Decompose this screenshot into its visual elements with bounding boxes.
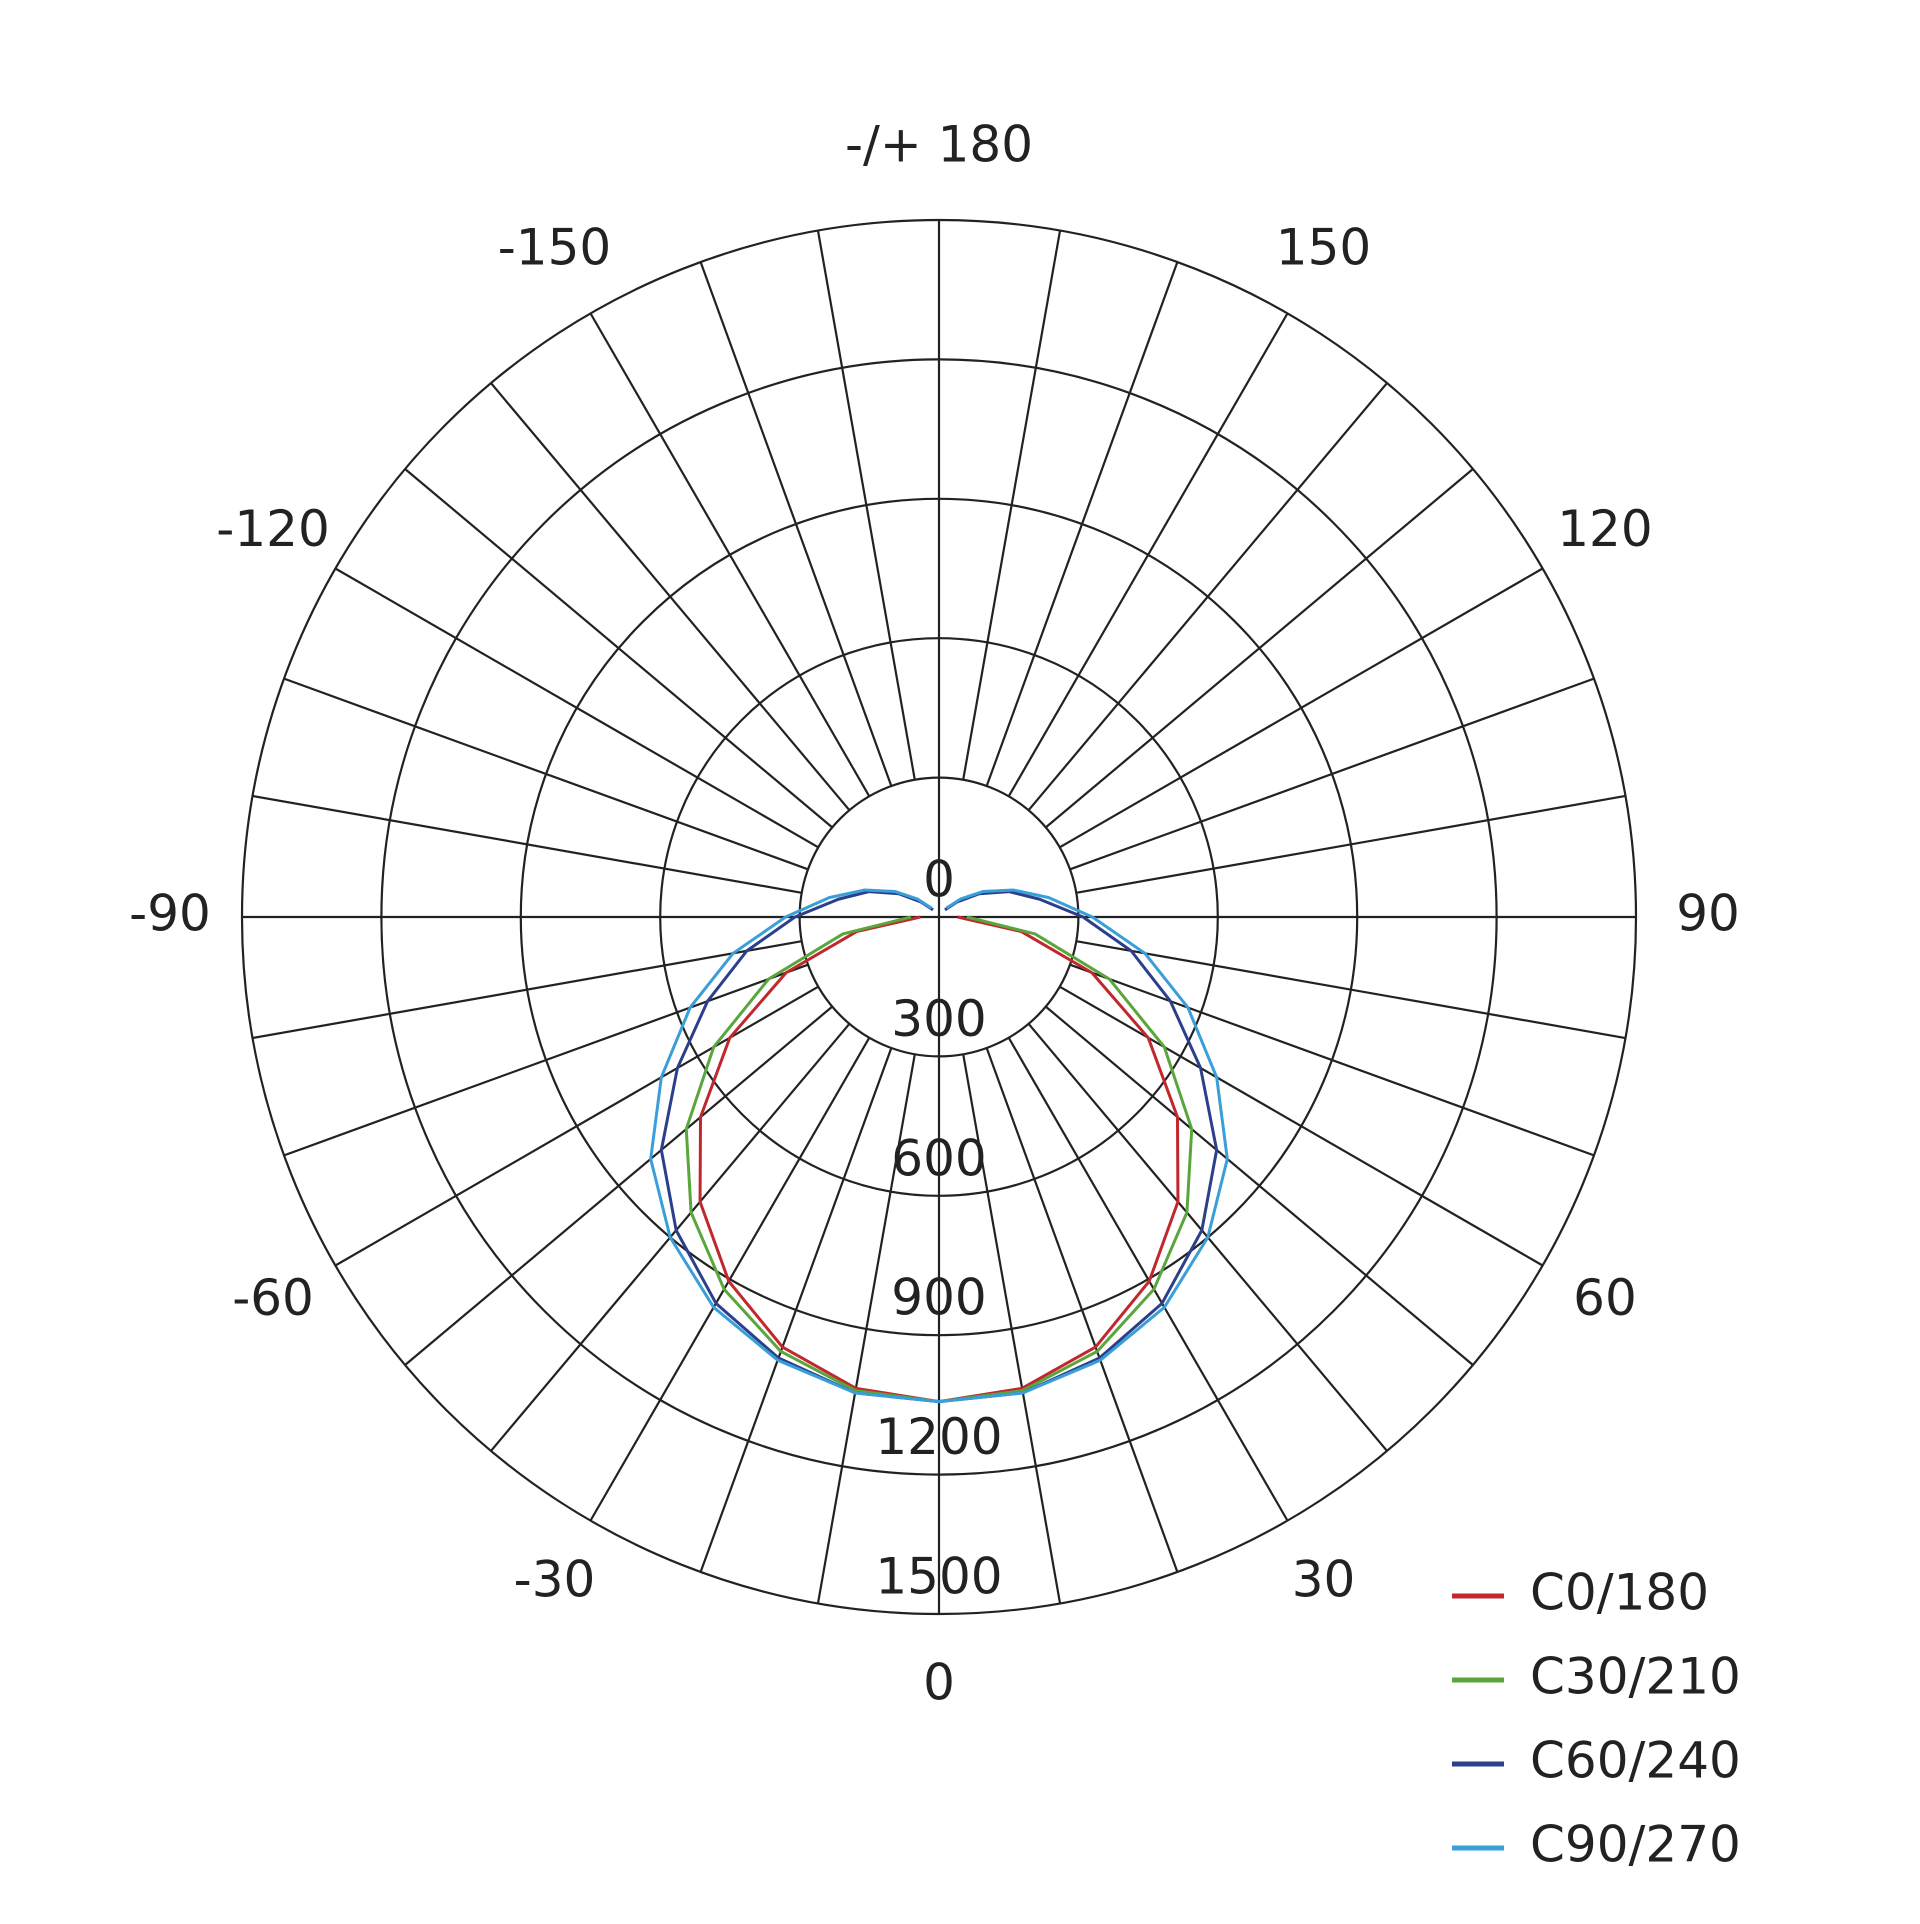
r-tick-label: 1200 bbox=[875, 1408, 1002, 1466]
grid-spoke-minor bbox=[404, 468, 833, 829]
grid-spoke bbox=[1059, 985, 1544, 1267]
grid-spoke-minor bbox=[985, 261, 1179, 787]
legend-label: C0/180 bbox=[1530, 1564, 1709, 1622]
grid-spoke-minor bbox=[252, 794, 802, 894]
r-tick-label: 600 bbox=[891, 1129, 986, 1187]
grid-spoke-minor bbox=[985, 1047, 1179, 1573]
r-tick-label: 300 bbox=[891, 990, 986, 1048]
theta-tick-label: -30 bbox=[514, 1550, 596, 1608]
grid-spoke-minor bbox=[283, 963, 809, 1157]
grid-spoke bbox=[589, 1037, 871, 1522]
grid-spoke-minor bbox=[1069, 677, 1595, 871]
grid-spoke bbox=[334, 985, 819, 1267]
legend-label: C60/240 bbox=[1530, 1732, 1741, 1790]
theta-tick-label: -120 bbox=[216, 500, 329, 558]
grid-spoke-minor bbox=[962, 1054, 1062, 1604]
theta-tick-label: -90 bbox=[129, 885, 211, 943]
grid-spoke bbox=[1059, 567, 1544, 849]
r-tick-label: 900 bbox=[891, 1269, 986, 1327]
r-tick-label: 0 bbox=[923, 851, 955, 909]
theta-tick-label: 150 bbox=[1276, 219, 1371, 277]
r-tick-label: 1500 bbox=[875, 1548, 1002, 1606]
theta-tick-label: -60 bbox=[232, 1269, 314, 1327]
series-line bbox=[649, 888, 1229, 1404]
grid-spoke-minor bbox=[1076, 940, 1626, 1040]
grid-spoke-minor bbox=[490, 382, 851, 811]
theta-tick-label: 120 bbox=[1557, 500, 1652, 558]
theta-tick-label: -150 bbox=[498, 219, 611, 277]
grid-spoke-minor bbox=[1027, 382, 1388, 811]
theta-tick-label: -/+ 180 bbox=[845, 116, 1033, 174]
grid-spoke-minor bbox=[252, 940, 802, 1040]
grid-spoke-minor bbox=[962, 230, 1062, 780]
theta-tick-label: 60 bbox=[1573, 1269, 1637, 1327]
theta-tick-label: 0 bbox=[923, 1654, 955, 1712]
legend-label: C30/210 bbox=[1530, 1648, 1741, 1706]
legend-label: C90/270 bbox=[1530, 1816, 1741, 1874]
grid-spoke bbox=[1007, 312, 1289, 797]
grid-spoke-minor bbox=[699, 1047, 893, 1573]
theta-tick-label: 90 bbox=[1676, 885, 1740, 943]
grid-spoke-minor bbox=[283, 677, 809, 871]
grid-spoke-minor bbox=[1076, 794, 1626, 894]
grid-spoke-minor bbox=[816, 230, 916, 780]
theta-tick-label: 30 bbox=[1292, 1550, 1356, 1608]
grid-spoke-minor bbox=[404, 1005, 833, 1366]
grid-spoke-minor bbox=[699, 261, 893, 787]
grid-spoke-minor bbox=[1045, 468, 1474, 829]
grid-spoke bbox=[589, 312, 871, 797]
grid-spoke-minor bbox=[1069, 963, 1595, 1157]
grid-spoke bbox=[1007, 1037, 1289, 1522]
grid-spoke-minor bbox=[816, 1054, 916, 1604]
grid-spoke-minor bbox=[1045, 1005, 1474, 1366]
grid-spoke bbox=[334, 567, 819, 849]
